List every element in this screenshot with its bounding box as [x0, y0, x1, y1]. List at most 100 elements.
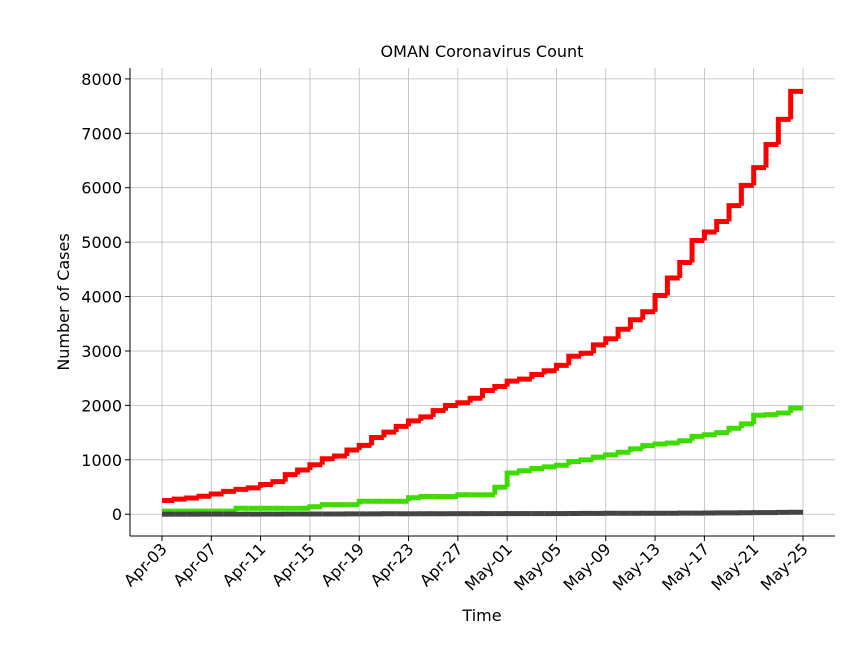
line-step [741, 185, 753, 205]
line-step [470, 398, 482, 402]
line-step [569, 461, 581, 465]
line-step [630, 320, 642, 329]
line-step [310, 465, 322, 470]
x-tick-label: Apr-27 [416, 539, 467, 590]
line-step [704, 232, 716, 241]
line-step [409, 421, 421, 427]
line-step [347, 450, 359, 456]
y-tick-label: 6000 [81, 179, 122, 198]
line-step [458, 495, 470, 497]
line-step [248, 488, 260, 489]
x-tick-label: May-05 [510, 539, 565, 594]
line-step [359, 501, 371, 504]
y-tick-label: 5000 [81, 233, 122, 252]
line-step [174, 499, 186, 500]
line-step [655, 444, 667, 446]
line-step [495, 487, 507, 495]
x-tick-label: May-13 [609, 539, 664, 594]
x-tick-label: Apr-15 [268, 539, 319, 590]
line-step [729, 428, 741, 432]
line-step [692, 436, 704, 440]
y-tick-label: 7000 [81, 124, 122, 143]
x-tick-label: May-01 [461, 539, 516, 594]
line-step [322, 505, 334, 507]
y-tick-label: 2000 [81, 396, 122, 415]
line-step [791, 408, 803, 413]
line-step [606, 339, 618, 345]
line-step [507, 473, 519, 487]
line-step [261, 485, 273, 488]
line-step [421, 497, 433, 498]
line-step [519, 471, 531, 473]
line-step [581, 460, 593, 462]
line-step [569, 356, 581, 365]
line-step [322, 459, 334, 465]
x-axis-label: Time [461, 606, 501, 625]
line-step [630, 449, 642, 452]
x-tick-label: Apr-07 [169, 539, 220, 590]
line-step [544, 371, 556, 375]
y-tick-label: 3000 [81, 342, 122, 361]
line-step [187, 498, 199, 499]
line-step [593, 457, 605, 460]
line-step [298, 470, 310, 475]
x-tick-label: Apr-03 [120, 539, 171, 590]
line-step [211, 494, 223, 496]
x-tick-label: May-25 [757, 539, 812, 594]
line-step [593, 345, 605, 353]
line-step [236, 489, 248, 491]
line-step [421, 417, 433, 421]
line-step [643, 312, 655, 320]
line-step [458, 403, 470, 406]
line-step [519, 379, 531, 381]
line-step [766, 415, 778, 416]
line-step [384, 432, 396, 437]
y-tick-label: 1000 [81, 451, 122, 470]
line-step [618, 329, 630, 339]
line-step [483, 390, 495, 398]
x-tick-label: Apr-23 [367, 539, 418, 590]
x-tick-label: May-09 [559, 539, 614, 594]
line-step [199, 496, 211, 498]
line-step [372, 438, 384, 446]
line-step [224, 491, 236, 494]
x-tick-label: May-17 [658, 539, 713, 594]
line-step [285, 475, 297, 482]
line-step [273, 482, 285, 485]
line-step [667, 443, 679, 444]
line-step [556, 465, 568, 467]
line-step [692, 241, 704, 263]
line-step [766, 145, 778, 168]
line-step [754, 415, 766, 424]
line-step [791, 91, 803, 119]
line-step [643, 446, 655, 449]
line-step [409, 498, 421, 502]
line-step [544, 467, 556, 469]
line-step [396, 426, 408, 432]
line-step [704, 435, 716, 437]
line-step [778, 413, 790, 415]
line-step [495, 386, 507, 390]
x-tick-label: Apr-11 [219, 539, 270, 590]
line-step [680, 441, 692, 443]
chart-title: OMAN Coronavirus Count [381, 42, 584, 61]
line-step [335, 456, 347, 459]
line-step [310, 507, 322, 509]
line-step [754, 168, 766, 186]
line-step [741, 424, 753, 428]
line-step [532, 469, 544, 471]
x-tick-label: May-21 [707, 539, 762, 594]
line-step [446, 406, 458, 411]
line-step [717, 222, 729, 233]
line-step [507, 381, 519, 386]
y-axis-label: Number of Cases [54, 233, 73, 370]
y-tick-label: 0 [112, 505, 122, 524]
line-step [532, 374, 544, 379]
x-tick-label: Apr-19 [317, 539, 368, 590]
line-step [581, 353, 593, 356]
line-step [556, 365, 568, 370]
line-step [236, 508, 248, 511]
line-step [717, 433, 729, 435]
line-step [778, 119, 790, 144]
